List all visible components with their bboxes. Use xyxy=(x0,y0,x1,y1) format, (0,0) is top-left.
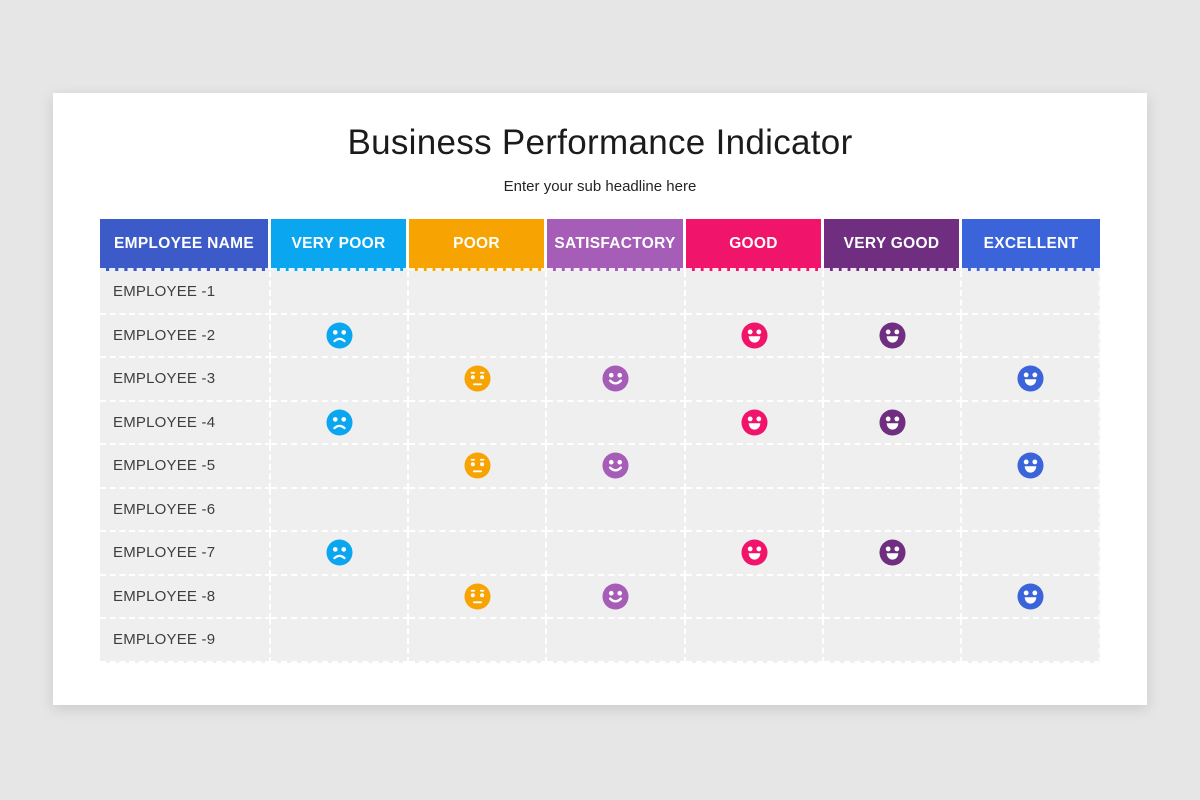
rating-cell xyxy=(547,358,686,402)
rating-cell xyxy=(824,314,962,358)
grin-face-icon xyxy=(878,409,906,436)
rating-cell xyxy=(409,401,547,445)
rating-cell xyxy=(271,271,409,315)
rating-cell xyxy=(409,619,547,663)
column-header-very-good: VERY GOOD xyxy=(824,219,962,271)
rating-cell xyxy=(409,271,547,315)
rating-cell xyxy=(271,488,409,532)
grin-face-icon xyxy=(740,409,768,436)
employee-name-cell: EMPLOYEE -9 xyxy=(100,619,271,663)
rating-cell xyxy=(824,271,962,315)
smile-face-icon xyxy=(602,452,629,479)
rating-cell xyxy=(409,445,547,489)
rating-cell xyxy=(686,401,824,445)
rating-cell xyxy=(824,575,962,619)
column-header-poor: POOR xyxy=(409,219,547,271)
rating-cell xyxy=(547,271,686,315)
employee-name-cell: EMPLOYEE -8 xyxy=(100,575,271,619)
grin-face-icon xyxy=(878,539,906,566)
rating-cell xyxy=(409,358,547,402)
rating-cell xyxy=(547,314,686,358)
employee-name-cell: EMPLOYEE -6 xyxy=(100,488,271,532)
rating-cell xyxy=(824,358,962,402)
rating-cell xyxy=(271,619,409,663)
rating-cell xyxy=(547,575,686,619)
rating-cell xyxy=(962,575,1100,619)
rating-cell xyxy=(824,488,962,532)
rating-cell xyxy=(271,445,409,489)
rating-cell xyxy=(271,575,409,619)
rating-cell xyxy=(409,532,547,576)
rating-cell xyxy=(547,445,686,489)
neutral-face-icon xyxy=(463,365,491,392)
employee-name-cell: EMPLOYEE -1 xyxy=(100,271,271,315)
rating-cell xyxy=(271,401,409,445)
smile-face-icon xyxy=(602,583,629,610)
rating-cell xyxy=(686,532,824,576)
column-header-satisfactory: SATISFACTORY xyxy=(547,219,686,271)
rating-cell xyxy=(686,575,824,619)
smile-face-icon xyxy=(602,365,629,392)
page-subtitle: Enter your sub headline here xyxy=(503,178,697,195)
neutral-face-icon xyxy=(463,452,491,479)
rating-cell xyxy=(962,445,1100,489)
rating-cell xyxy=(547,401,686,445)
grin-face-icon xyxy=(1016,452,1044,479)
column-header-excellent: EXCELLENT xyxy=(962,219,1100,271)
rating-cell xyxy=(686,271,824,315)
page-title: Business Performance Indicator xyxy=(347,123,853,162)
sad-face-icon xyxy=(325,409,353,436)
grin-face-icon xyxy=(740,322,768,349)
rating-cell xyxy=(547,488,686,532)
employee-name-cell: EMPLOYEE -3 xyxy=(100,358,271,402)
grin-face-icon xyxy=(1016,365,1044,392)
rating-cell xyxy=(824,619,962,663)
grin-face-icon xyxy=(878,322,906,349)
rating-cell xyxy=(824,445,962,489)
rating-cell xyxy=(824,401,962,445)
column-header-good: GOOD xyxy=(686,219,824,271)
grin-face-icon xyxy=(1016,583,1044,610)
column-header-very-poor: VERY POOR xyxy=(271,219,409,271)
rating-cell xyxy=(686,358,824,402)
employee-name-cell: EMPLOYEE -7 xyxy=(100,532,271,576)
rating-cell xyxy=(962,619,1100,663)
rating-cell xyxy=(547,532,686,576)
sad-face-icon xyxy=(325,539,353,566)
rating-cell xyxy=(409,314,547,358)
rating-cell xyxy=(686,619,824,663)
rating-cell xyxy=(547,619,686,663)
rating-cell xyxy=(271,532,409,576)
rating-cell xyxy=(686,445,824,489)
grin-face-icon xyxy=(740,539,768,566)
neutral-face-icon xyxy=(463,583,491,610)
rating-cell xyxy=(962,314,1100,358)
employee-name-cell: EMPLOYEE -4 xyxy=(100,401,271,445)
rating-cell xyxy=(962,358,1100,402)
rating-cell xyxy=(962,271,1100,315)
rating-cell xyxy=(271,358,409,402)
rating-cell xyxy=(409,488,547,532)
rating-cell xyxy=(962,488,1100,532)
sad-face-icon xyxy=(325,322,353,349)
employee-name-cell: EMPLOYEE -5 xyxy=(100,445,271,489)
rating-cell xyxy=(271,314,409,358)
employee-name-cell: EMPLOYEE -2 xyxy=(100,314,271,358)
rating-cell xyxy=(824,532,962,576)
slide-card: Business Performance Indicator Enter you… xyxy=(53,93,1147,705)
column-header-employee-name: EMPLOYEE NAME xyxy=(100,219,271,271)
rating-cell xyxy=(962,401,1100,445)
performance-table: EMPLOYEE NAME VERY POOR POOR SATISFACTOR… xyxy=(100,219,1100,663)
rating-cell xyxy=(962,532,1100,576)
rating-cell xyxy=(686,488,824,532)
rating-cell xyxy=(686,314,824,358)
rating-cell xyxy=(409,575,547,619)
